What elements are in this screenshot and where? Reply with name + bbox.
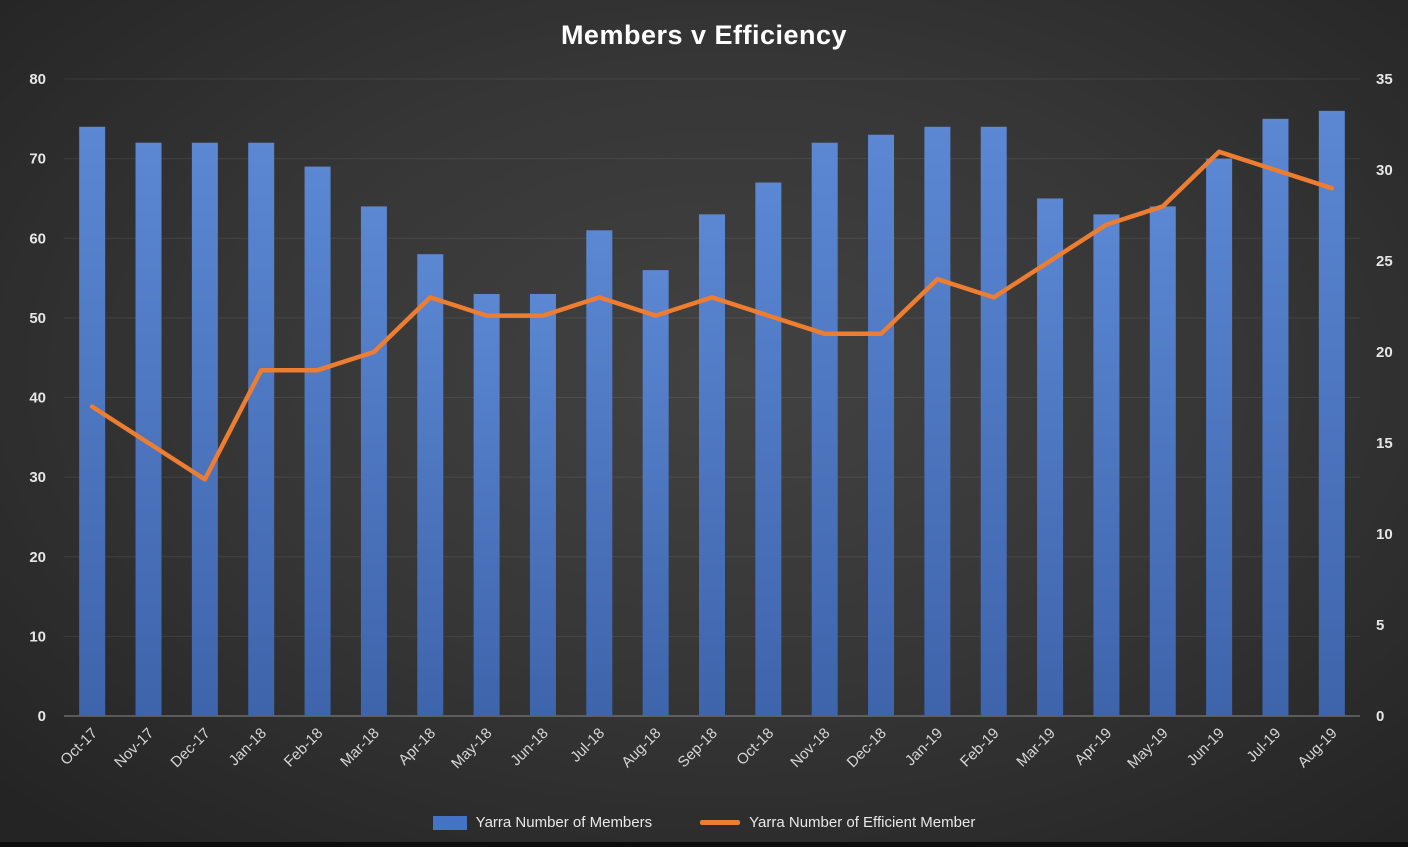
efficiency-legend-label: Yarra Number of Efficient Member	[749, 814, 976, 831]
bar-Feb-18	[304, 166, 331, 716]
efficiency-line	[89, 149, 1335, 482]
bar-May-19	[1149, 206, 1176, 716]
x-axis-label-May-19: May-19	[1124, 725, 1171, 772]
left-axis-label-60: 60	[29, 230, 46, 247]
left-axis-label-40: 40	[29, 390, 46, 407]
left-axis-label-70: 70	[29, 151, 46, 168]
bar-Nov-18	[811, 142, 838, 716]
bar-Dec-17	[191, 142, 218, 716]
left-axis-label-80: 80	[29, 71, 46, 88]
line-series-efficiency	[89, 149, 1335, 482]
chart-legend: Yarra Number of Members Yarra Number of …	[0, 814, 1408, 831]
x-axis-label-Aug-19: Aug-19	[1294, 725, 1340, 771]
members-legend-swatch-icon	[432, 815, 467, 830]
x-axis-label-Nov-18: Nov-18	[787, 725, 833, 771]
x-axis-label-Feb-18: Feb-18	[281, 725, 327, 771]
left-axis-label-10: 10	[29, 628, 46, 645]
bar-Nov-17	[135, 142, 162, 716]
right-axis-label-20: 20	[1376, 344, 1393, 361]
bar-Mar-18	[360, 206, 387, 716]
x-axis-label-Dec-18: Dec-18	[844, 725, 890, 771]
x-axis-label-Jan-18: Jan-18	[226, 725, 270, 769]
x-axis-label-Oct-17: Oct-17	[57, 725, 101, 769]
legend-item-members: Yarra Number of Members	[432, 814, 653, 831]
right-axis-label-0: 0	[1376, 708, 1384, 725]
x-axis-label-Mar-19: Mar-19	[1013, 725, 1059, 771]
x-axis-label-Apr-19: Apr-19	[1071, 725, 1115, 769]
bar-Dec-18	[868, 134, 895, 717]
left-axis-label-50: 50	[29, 310, 46, 327]
x-axis-label-Jul-19: Jul-19	[1243, 725, 1284, 766]
left-axis-label-30: 30	[29, 469, 46, 486]
x-axis-category-labels: Oct-17 Nov-17 Dec-17 Jan-18 Feb-18 Mar-18 Apr-…	[57, 725, 1341, 772]
legend-item-efficiency: Yarra Number of Efficient Member	[700, 814, 975, 831]
right-axis-tick-labels: 0 5 10 15 20 25 30 35	[1376, 71, 1393, 725]
bar-Apr-18	[417, 254, 444, 717]
left-axis-tick-labels: 0 10 20 30 40 50 60 70 80	[29, 71, 46, 725]
x-axis-label-Oct-18: Oct-18	[733, 725, 777, 769]
right-axis-label-25: 25	[1376, 253, 1393, 270]
members-legend-label: Yarra Number of Members	[475, 814, 653, 831]
bar-Aug-19	[1318, 110, 1345, 717]
x-axis-label-Jun-18: Jun-18	[507, 725, 551, 769]
bar-May-18	[473, 293, 500, 716]
bar-Jan-19	[924, 126, 951, 716]
right-axis-label-15: 15	[1376, 435, 1393, 452]
bar-series-members	[79, 110, 1345, 717]
bar-Jul-18	[586, 230, 613, 716]
right-axis-label-5: 5	[1376, 617, 1384, 634]
efficiency-legend-swatch-icon	[700, 820, 741, 825]
bar-Oct-17	[79, 126, 106, 716]
right-axis-label-35: 35	[1376, 71, 1393, 88]
left-axis-label-20: 20	[29, 549, 46, 566]
x-axis-label-Dec-17: Dec-17	[167, 725, 213, 771]
bar-Aug-18	[642, 270, 669, 716]
right-axis-label-10: 10	[1376, 526, 1393, 543]
x-axis-label-Jun-19: Jun-19	[1183, 725, 1227, 769]
bar-Oct-18	[755, 182, 782, 716]
bar-Sep-18	[699, 214, 725, 717]
bar-Jan-18	[248, 142, 275, 716]
x-axis-label-May-18: May-18	[448, 725, 495, 772]
bar-Mar-19	[1037, 198, 1064, 716]
bar-Apr-19	[1093, 214, 1120, 717]
x-axis-label-Aug-18: Aug-18	[618, 725, 664, 771]
x-axis-label-Feb-19: Feb-19	[957, 725, 1003, 771]
bar-Jun-18	[529, 293, 556, 716]
x-axis-label-Apr-18: Apr-18	[395, 725, 439, 769]
bar-Jun-19	[1206, 158, 1233, 716]
bar-Jul-19	[1262, 118, 1289, 716]
right-axis-label-30: 30	[1376, 162, 1393, 179]
x-axis-label-Jan-19: Jan-19	[902, 725, 946, 769]
window-bottom-edge	[0, 842, 1408, 847]
x-axis-label-Jul-18: Jul-18	[567, 725, 608, 766]
x-axis-label-Sep-18: Sep-18	[675, 725, 721, 771]
x-axis-label-Nov-17: Nov-17	[111, 725, 157, 771]
bar-Feb-19	[980, 126, 1007, 716]
x-axis-label-Mar-18: Mar-18	[337, 725, 383, 771]
left-axis-label-0: 0	[38, 708, 46, 725]
chart-title: Members v Efficiency	[560, 20, 848, 50]
